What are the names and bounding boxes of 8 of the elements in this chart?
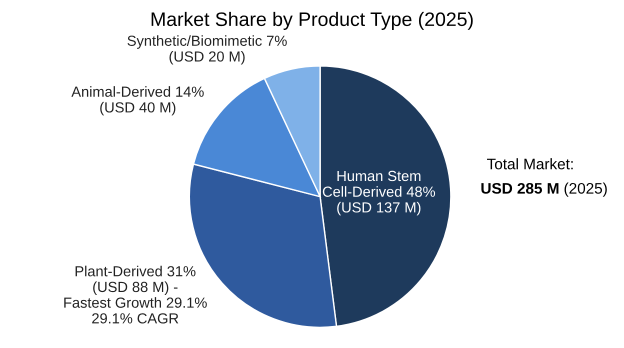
text: (2025) <box>564 182 607 197</box>
slice-label: Plant-Derived 31% (USD 88 M) - Fastest Growth 29.1% 29.1% CAGR <box>64 266 207 324</box>
slice-label: Synthetic/Biomimetic 7% (USD 20 M) <box>128 35 287 65</box>
chart-title: Market Share by Product Type (2025) <box>152 12 473 30</box>
text: Total Market: <box>487 158 573 170</box>
slice-label: Human Stem Cell-Derived 48% (USD 137 M) <box>322 170 436 216</box>
slice-label: Animal-Derived 14% (USD 40 M) <box>71 86 204 116</box>
text: USD 285 M <box>481 182 558 194</box>
